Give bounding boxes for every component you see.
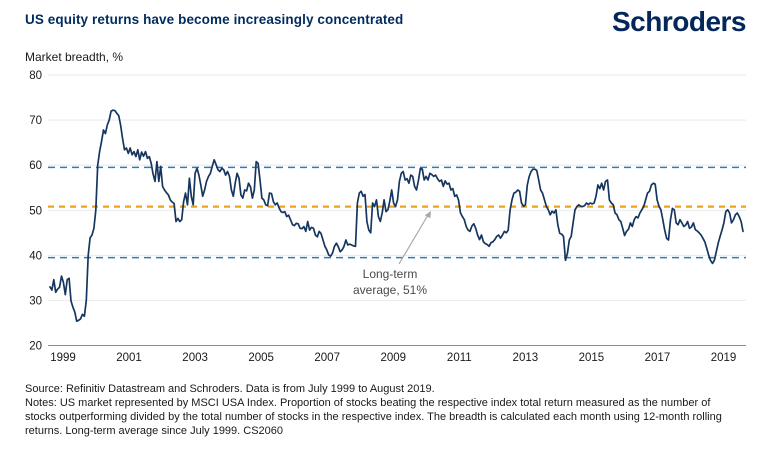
x-tick-label: 2009 <box>380 352 406 364</box>
annotation-line-2: average, 51% <box>352 283 428 297</box>
x-tick-label: 2013 <box>513 352 539 364</box>
x-tick-label: 2015 <box>579 352 605 364</box>
footer: Source: Refinitiv Datastream and Schrode… <box>25 382 741 438</box>
source-text: Source: Refinitiv Datastream and Schrode… <box>25 383 435 395</box>
x-tick-label: 2011 <box>447 352 472 364</box>
annotation-long-term-average: Long-term average, 51% <box>324 266 456 298</box>
y-axis-title: Market breadth, % <box>25 50 124 64</box>
y-tick-label: 30 <box>29 295 42 307</box>
x-tick-label: 2019 <box>711 352 737 364</box>
notes-text: Notes: US market represented by MSCI USA… <box>25 397 722 437</box>
x-tick-label: 2007 <box>314 352 340 364</box>
y-tick-label: 50 <box>29 205 42 217</box>
x-tick-label: 2005 <box>248 352 274 364</box>
schroders-logo: Schroders <box>612 6 747 37</box>
x-tick-label: 2017 <box>645 352 671 364</box>
annotation-arrow <box>398 211 431 265</box>
reference-lines <box>48 166 746 259</box>
page-title: US equity returns have become increasing… <box>25 12 404 27</box>
y-tick-label: 40 <box>29 250 42 262</box>
y-tick-label: 70 <box>29 115 42 127</box>
x-tick-labels: 1999 2001 2003 2005 2007 2009 2011 2013 2015 2017… <box>50 352 736 364</box>
breadth-line <box>49 109 744 323</box>
y-tick-labels: 80 70 60 50 40 30 20 <box>29 70 42 353</box>
x-tick-label: 2001 <box>116 352 142 364</box>
gridlines <box>48 74 746 346</box>
y-tick-label: 80 <box>29 70 42 82</box>
breadth-line-series <box>49 109 744 323</box>
y-tick-label: 60 <box>29 160 42 172</box>
y-tick-label: 20 <box>29 341 42 353</box>
x-tick-label: 2003 <box>182 352 208 364</box>
x-tick-label: 1999 <box>50 352 76 364</box>
annotation-line-1: Long-term <box>362 267 418 281</box>
